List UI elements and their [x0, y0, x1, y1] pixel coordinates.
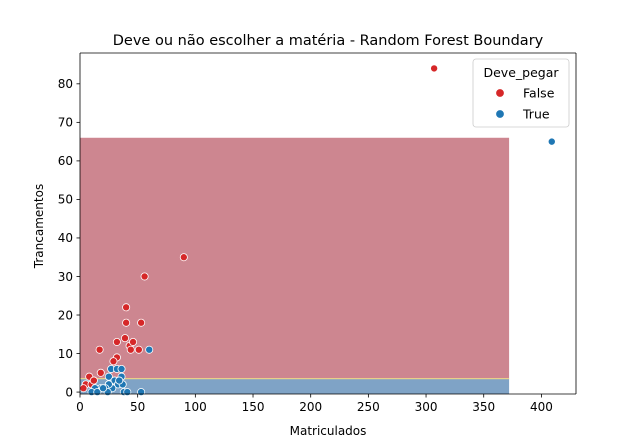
- x-tick-label: 300: [415, 400, 438, 414]
- data-point-false: [430, 64, 439, 73]
- data-point-false: [96, 368, 105, 377]
- legend-marker-true: [495, 109, 505, 119]
- data-point-false: [140, 272, 149, 281]
- data-point-true: [137, 388, 146, 397]
- data-point-false: [137, 318, 146, 327]
- data-point-true: [115, 376, 124, 385]
- data-points: [79, 64, 556, 397]
- y-tick-label: 80: [58, 77, 73, 91]
- data-point-true: [117, 364, 126, 373]
- legend-box: [472, 58, 570, 128]
- data-point-false: [95, 345, 104, 354]
- data-point-false: [129, 337, 138, 346]
- y-tick-label: 70: [58, 116, 73, 130]
- y-tick-label: 0: [65, 385, 73, 399]
- data-point-false: [134, 345, 143, 354]
- data-point-true: [99, 384, 108, 393]
- chart-title: Deve ou não escolher a matéria - Random …: [113, 33, 544, 49]
- y-tick-label: 30: [58, 270, 73, 284]
- legend-marker-false: [495, 88, 505, 98]
- data-point-false: [179, 253, 188, 262]
- y-tick-label: 40: [58, 231, 73, 245]
- x-tick-label: 400: [530, 400, 553, 414]
- data-point-false: [122, 318, 131, 327]
- data-point-false: [89, 376, 98, 385]
- data-point-false: [120, 334, 129, 343]
- x-tick-label: 0: [76, 400, 84, 414]
- x-axis-label: Matriculados: [290, 424, 367, 438]
- legend: Deve_pegar False True: [472, 58, 570, 128]
- x-tick-label: 200: [299, 400, 322, 414]
- decision-regions: [80, 137, 510, 394]
- legend-title: Deve_pegar: [483, 65, 559, 80]
- legend-label-false: False: [523, 86, 555, 101]
- axes: 0 50 100 150 200 250 300 350 400 0 10 20 30 40 50 60 70 8…: [58, 52, 577, 414]
- x-tick-label: 250: [357, 400, 380, 414]
- data-point-true: [104, 372, 113, 381]
- data-point-true: [123, 388, 132, 397]
- decision-region-false: [80, 137, 510, 379]
- data-point-false: [109, 357, 118, 366]
- data-point-false: [79, 384, 88, 393]
- x-tick-label: 50: [130, 400, 145, 414]
- data-point-true: [145, 345, 154, 354]
- legend-label-true: True: [522, 107, 550, 122]
- x-tick-label: 100: [184, 400, 207, 414]
- y-tick-label: 50: [58, 193, 73, 207]
- x-tick-label: 150: [242, 400, 265, 414]
- y-axis-label: Trancamentos: [32, 184, 46, 269]
- data-point-false: [126, 345, 135, 354]
- x-tick-label: 350: [472, 400, 495, 414]
- data-point-false: [122, 303, 131, 312]
- data-point-false: [112, 337, 121, 346]
- y-tick-label: 20: [58, 308, 73, 322]
- data-point-true: [547, 137, 556, 146]
- y-tick-label: 60: [58, 154, 73, 168]
- y-tick-label: 10: [58, 347, 73, 361]
- decision-region-true: [80, 378, 510, 394]
